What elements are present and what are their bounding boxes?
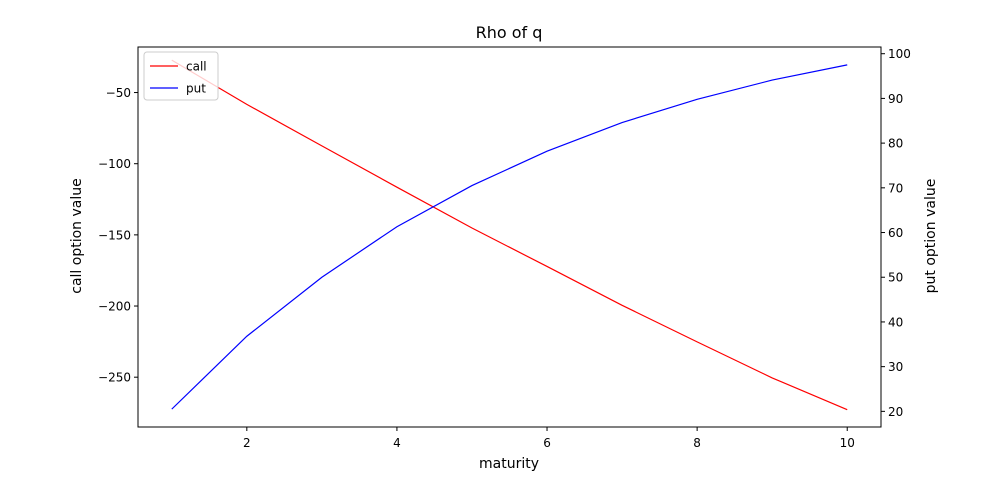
- x-tick-label: 6: [543, 436, 551, 450]
- y-right-tick-label: 50: [888, 271, 903, 285]
- y-axis-right-label: put option value: [923, 179, 939, 294]
- y-right-tick-label: 70: [888, 181, 903, 195]
- series-line-put: [171, 64, 848, 410]
- y-right-tick-label: 30: [888, 360, 903, 374]
- y-right-tick-label: 60: [888, 226, 903, 240]
- legend: call put: [143, 51, 219, 101]
- axes-frame: [137, 46, 882, 428]
- y-left-tick-label: −50: [106, 86, 131, 100]
- y-left-tick-label: −100: [98, 157, 131, 171]
- y-right-tick-label: 100: [888, 47, 911, 61]
- x-axis-label: maturity: [479, 456, 539, 472]
- y-left-tick-label: −250: [98, 371, 131, 385]
- y-right-tick-label: 40: [888, 315, 903, 329]
- x-tick-label: 10: [840, 436, 855, 450]
- y-left-tick-label: −150: [98, 228, 131, 242]
- legend-label-call: call: [186, 60, 207, 74]
- chart-title: Rho of q: [476, 23, 543, 42]
- y-right-tick-label: 90: [888, 92, 903, 106]
- legend-label-put: put: [186, 82, 206, 96]
- y-left-tick-label: −200: [98, 300, 131, 314]
- y-right-tick-label: 20: [888, 405, 903, 419]
- x-tick-label: 8: [693, 436, 701, 450]
- x-tick-label: 2: [243, 436, 251, 450]
- x-tick-label: 4: [393, 436, 401, 450]
- legend-box: [143, 51, 219, 101]
- y-axis-left-label: call option value: [69, 178, 85, 293]
- plot-area: 2 4 6 8 10 −50 −100 −150 −200 −250 20 30 40 50 60 70 80 9…: [98, 46, 911, 450]
- y-right-tick-label: 80: [888, 137, 903, 151]
- series-line-call: [171, 59, 848, 411]
